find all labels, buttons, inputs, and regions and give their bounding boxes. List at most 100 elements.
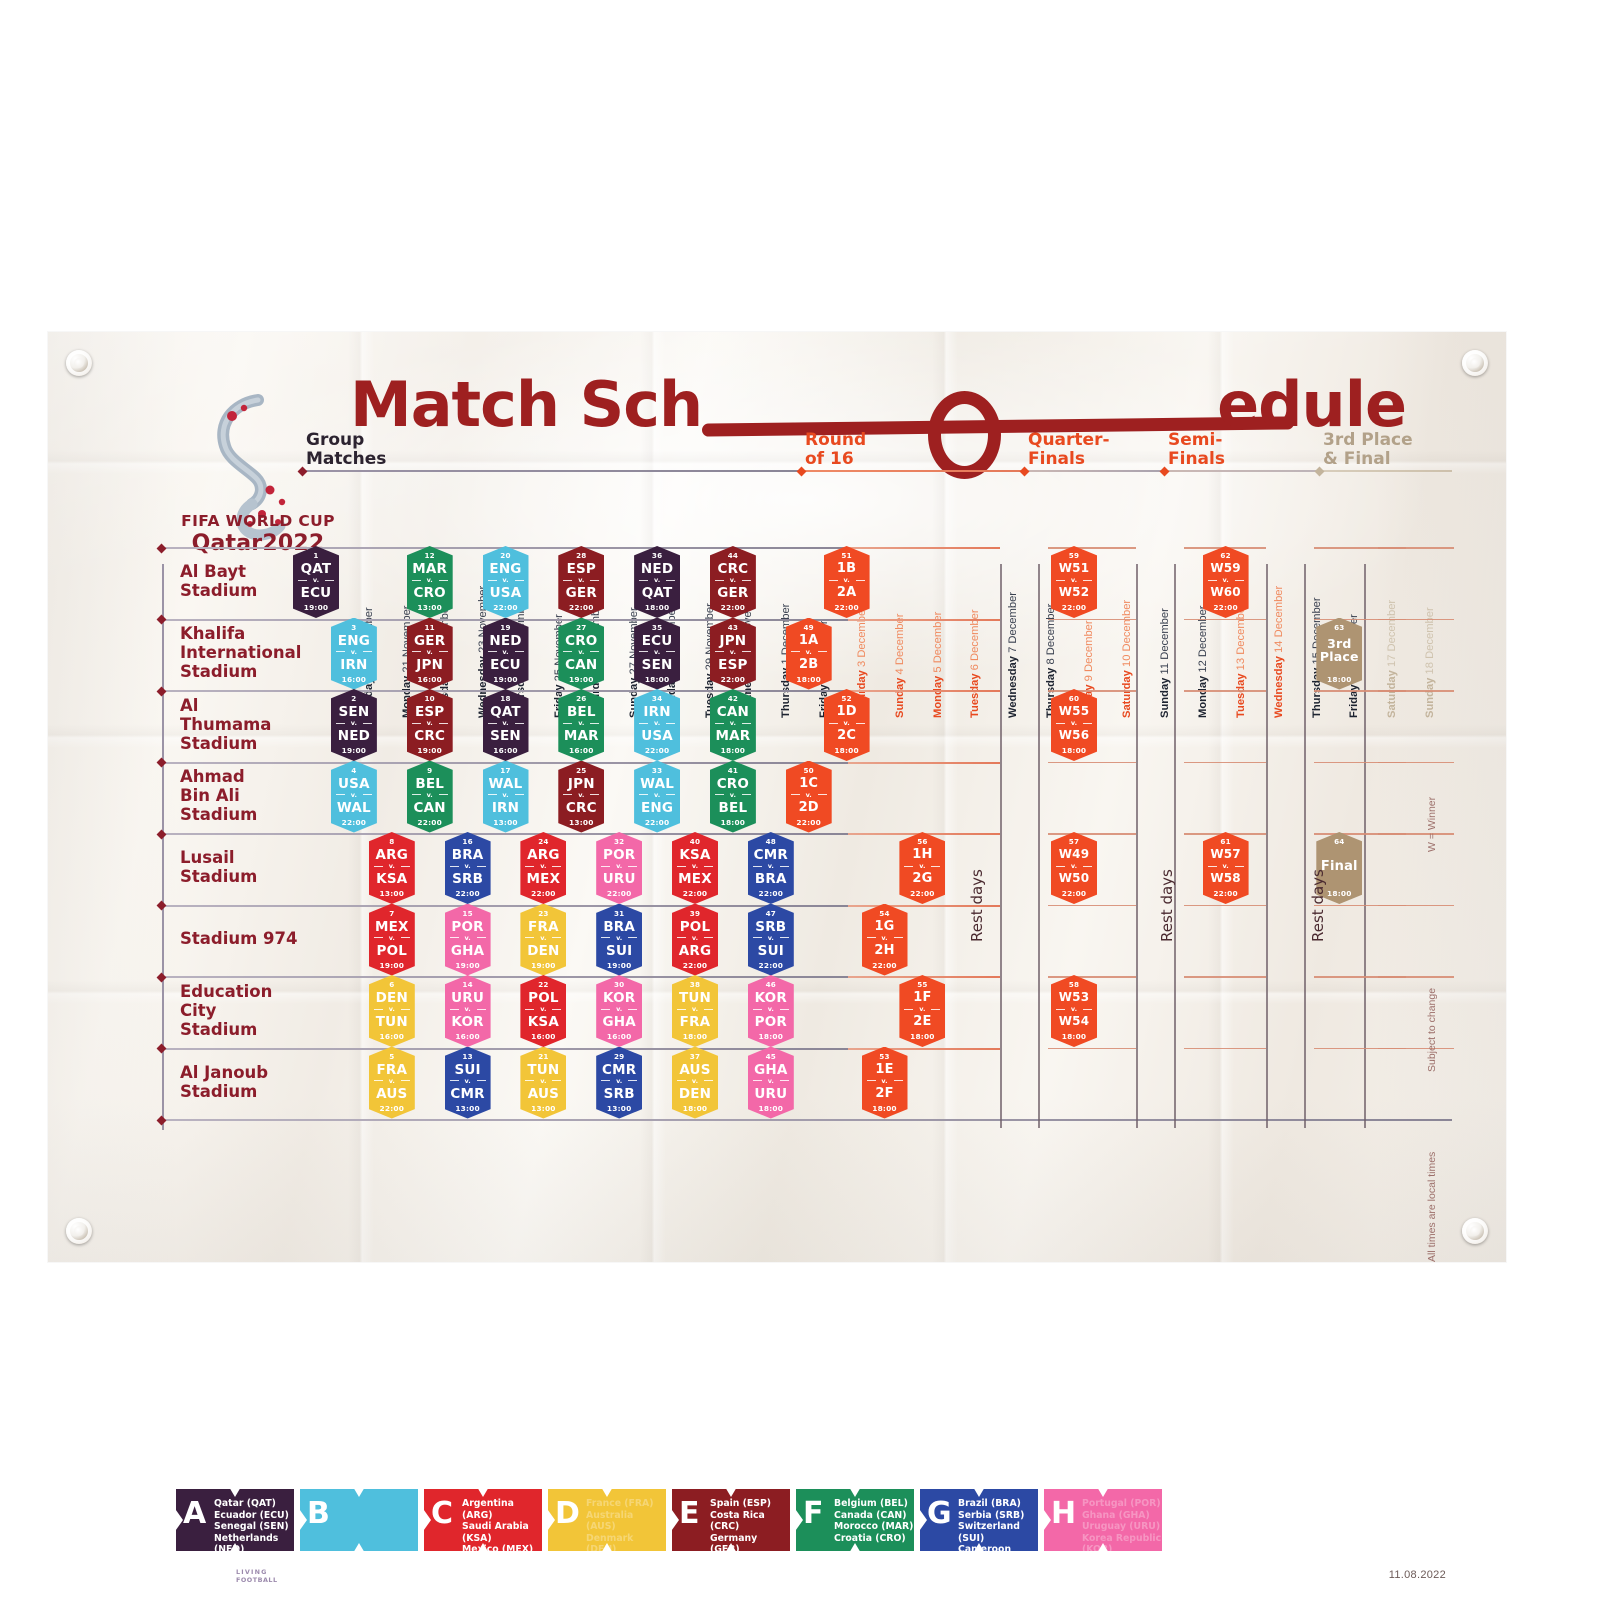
match-badge[interactable]: 19 NED v. ECU 19:00 bbox=[482, 617, 529, 690]
date-column-header: Saturday 3 December bbox=[801, 478, 868, 718]
match-badge[interactable]: 6 DEN v. TUN 16:00 bbox=[368, 975, 415, 1047]
match-badge[interactable]: 17 WAL v. IRN 13:00 bbox=[482, 760, 529, 833]
match-badge[interactable]: 55 1F v. 2E 18:00 bbox=[899, 975, 946, 1047]
match-team-home: GHA bbox=[754, 1061, 788, 1078]
match-kickoff-time: 16:00 bbox=[341, 674, 367, 684]
match-badge[interactable]: 48 CMR v. BRA 22:00 bbox=[747, 832, 794, 904]
match-badge[interactable]: 25 JPN v. CRC 13:00 bbox=[558, 760, 605, 833]
match-kickoff-time: 22:00 bbox=[796, 817, 821, 827]
match-badge[interactable]: 31 BRA v. SUI 19:00 bbox=[596, 903, 643, 976]
match-badge[interactable]: 56 1H v. 2G 22:00 bbox=[899, 832, 946, 904]
match-badge[interactable]: 37 AUS v. DEN 18:00 bbox=[672, 1046, 718, 1119]
match-badge[interactable]: 1 QAT v. ECU 19:00 bbox=[293, 546, 339, 618]
match-badge[interactable]: 36 NED v. QAT 18:00 bbox=[634, 546, 681, 618]
match-badge[interactable]: 42 CAN v. MAR 18:00 bbox=[709, 689, 756, 761]
group-team: Morocco (MAR) bbox=[834, 1521, 914, 1533]
match-badge[interactable]: 44 CRC v. GER 22:00 bbox=[709, 546, 756, 618]
match-badge[interactable]: 50 1C v. 2D 22:00 bbox=[785, 760, 832, 833]
match-team-away: QAT bbox=[641, 585, 673, 601]
knockout-slot-rule bbox=[1378, 904, 1454, 907]
grommet-top-left bbox=[66, 350, 92, 376]
match-number: 57 bbox=[1068, 837, 1080, 846]
match-team-home: BRA bbox=[451, 847, 484, 863]
match-kickoff-time: 13:00 bbox=[531, 1103, 556, 1113]
match-badge[interactable]: 52 1D v. 2C 18:00 bbox=[823, 689, 870, 761]
match-badge[interactable]: 7 MEX v. POL 19:00 bbox=[368, 903, 415, 976]
match-badge[interactable]: 64 Final 18:00 bbox=[1316, 832, 1363, 904]
match-badge[interactable]: 51 1B v. 2A 22:00 bbox=[823, 546, 870, 618]
match-number: 23 bbox=[538, 908, 549, 918]
match-badge[interactable]: 30 KOR v. GHA 16:00 bbox=[596, 975, 643, 1047]
date-column-header: Sunday 18 December bbox=[1369, 478, 1436, 718]
match-number: 9 bbox=[427, 765, 433, 775]
date-column-header: Sunday 11 December bbox=[1104, 478, 1171, 718]
phase-rule-sf bbox=[1159, 466, 1320, 476]
match-badge[interactable]: 5 FRA v. AUS 22:00 bbox=[368, 1046, 415, 1119]
match-badge[interactable]: 14 URU v. KOR 16:00 bbox=[444, 975, 491, 1047]
match-badge[interactable]: 57 W49 v. W50 22:00 bbox=[1051, 832, 1097, 904]
match-badge[interactable]: 32 POR v. URU 22:00 bbox=[596, 832, 643, 904]
match-badge[interactable]: 9 BEL v. CAN 22:00 bbox=[406, 760, 453, 833]
match-badge[interactable]: 58 W53 v. W54 18:00 bbox=[1051, 975, 1097, 1047]
match-badge[interactable]: 16 BRA v. SRB 22:00 bbox=[444, 832, 491, 904]
match-badge[interactable]: 24 ARG v. MEX 22:00 bbox=[520, 832, 567, 904]
grommet-bottom-left bbox=[66, 1218, 92, 1244]
group-legend-card: H Portugal (POR) Ghana (GHA) Uruguay (URU) K… bbox=[1044, 1489, 1162, 1551]
match-badge[interactable]: 2 SEN v. NED 19:00 bbox=[330, 689, 377, 761]
match-badge[interactable]: 3 ENG v. IRN 16:00 bbox=[330, 617, 377, 690]
match-badge[interactable]: 29 CMR v. SRB 13:00 bbox=[596, 1046, 643, 1119]
match-badge[interactable]: 8 ARG v. KSA 13:00 bbox=[368, 832, 415, 904]
match-badge[interactable]: 15 POR v. GHA 19:00 bbox=[444, 903, 491, 976]
match-badge[interactable]: 23 FRA v. DEN 19:00 bbox=[520, 903, 567, 976]
row-separator bbox=[848, 547, 1000, 550]
match-badge[interactable]: 47 SRB v. SUI 22:00 bbox=[747, 903, 794, 976]
match-badge[interactable]: 53 1E v. 2F 18:00 bbox=[861, 1046, 908, 1119]
match-badge[interactable]: 22 POL v. KSA 16:00 bbox=[520, 975, 567, 1047]
match-badge[interactable]: 59 W51 v. W52 22:00 bbox=[1051, 546, 1097, 618]
match-badge[interactable]: 12 MAR v. CRO 13:00 bbox=[406, 546, 453, 618]
match-badge[interactable]: 45 GHA v. URU 18:00 bbox=[747, 1046, 794, 1119]
match-number: 11 bbox=[424, 622, 435, 632]
match-badge[interactable]: 20 ENG v. USA 22:00 bbox=[482, 546, 529, 618]
match-badge[interactable]: 4 USA v. WAL 22:00 bbox=[330, 760, 377, 833]
match-team-home: QAT bbox=[490, 704, 521, 720]
match-badge[interactable]: 10 ESP v. CRC 19:00 bbox=[406, 689, 453, 761]
match-badge[interactable]: 54 1G v. 2H 22:00 bbox=[861, 903, 908, 976]
match-badge[interactable]: 11 GER v. JPN 16:00 bbox=[406, 617, 453, 690]
match-badge[interactable]: 40 KSA v. MEX 22:00 bbox=[672, 832, 718, 904]
match-badge[interactable]: 62 W59 v. W60 22:00 bbox=[1202, 546, 1249, 618]
rest-days-label: Rest days bbox=[1309, 869, 1328, 942]
match-number: 42 bbox=[727, 694, 739, 703]
match-versus: v. bbox=[596, 1077, 642, 1085]
match-badge[interactable]: 43 JPN v. ESP 22:00 bbox=[709, 617, 756, 690]
match-badge[interactable]: 33 WAL v. ENG 22:00 bbox=[634, 760, 681, 833]
match-versus: v. bbox=[407, 648, 453, 656]
match-badge[interactable]: 27 CRO v. CAN 19:00 bbox=[558, 617, 605, 690]
match-badge[interactable]: 18 QAT v. SEN 16:00 bbox=[482, 689, 529, 761]
match-team-away: ENG bbox=[640, 799, 674, 816]
match-team-away: W54 bbox=[1058, 1014, 1090, 1028]
match-badge[interactable]: 46 KOR v. POR 18:00 bbox=[747, 975, 794, 1047]
match-team-away: NED bbox=[337, 728, 371, 744]
match-badge[interactable]: 41 CRO v. BEL 18:00 bbox=[709, 760, 756, 833]
match-badge[interactable]: 21 TUN v. AUS 13:00 bbox=[520, 1046, 567, 1119]
match-team-home: W55 bbox=[1058, 704, 1090, 718]
rest-days-label: Rest days bbox=[1157, 869, 1176, 942]
match-team-home: JPN bbox=[567, 775, 595, 792]
match-badge[interactable]: 49 1A v. 2B 18:00 bbox=[785, 617, 832, 690]
match-badge[interactable]: 60 W55 v. W56 18:00 bbox=[1051, 689, 1097, 761]
match-badge[interactable]: 63 3rd Place 18:00 bbox=[1316, 617, 1363, 690]
phase-heading-final: 3rd Place & Final bbox=[1323, 431, 1413, 469]
match-badge[interactable]: 26 BEL v. MAR 16:00 bbox=[558, 689, 605, 761]
match-badge[interactable]: 61 W57 v. W58 22:00 bbox=[1202, 832, 1249, 904]
group-legend-card: D France (FRA) Australia (AUS) Denmark (DEN… bbox=[548, 1489, 666, 1551]
match-badge[interactable]: 35 ECU v. SEN 18:00 bbox=[634, 617, 681, 690]
match-badge[interactable]: 13 SUI v. CMR 13:00 bbox=[444, 1046, 491, 1119]
group-team: Netherlands (NED) bbox=[214, 1532, 279, 1556]
match-badge[interactable]: 28 ESP v. GER 22:00 bbox=[558, 546, 605, 618]
match-team-away: FRA bbox=[679, 1014, 711, 1030]
match-badge[interactable]: 38 TUN v. FRA 18:00 bbox=[672, 975, 718, 1047]
match-badge[interactable]: 39 POL v. ARG 22:00 bbox=[672, 903, 718, 976]
match-versus: v. bbox=[710, 791, 756, 799]
match-badge[interactable]: 34 IRN v. USA 22:00 bbox=[634, 689, 681, 761]
